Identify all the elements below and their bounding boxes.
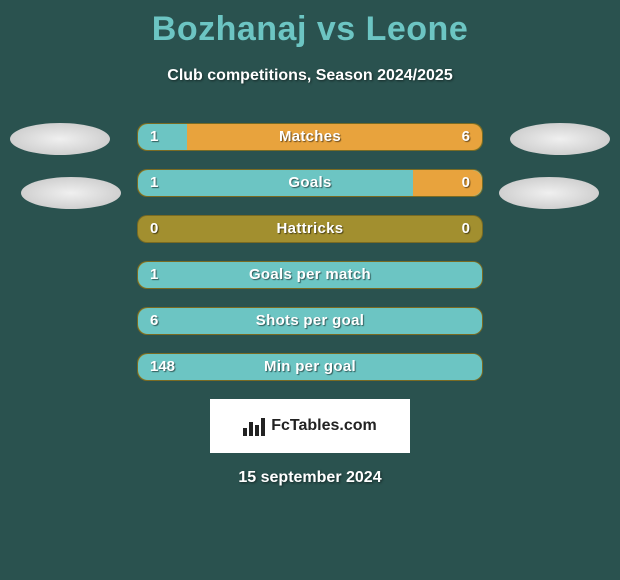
stat-row: Shots per goal6 — [137, 307, 483, 335]
source-badge: FcTables.com — [210, 399, 410, 453]
stat-label: Hattricks — [138, 220, 482, 237]
page-subtitle: Club competitions, Season 2024/2025 — [0, 67, 620, 85]
stat-value-left: 6 — [150, 312, 158, 329]
stat-value-right: 0 — [462, 220, 470, 237]
page-title: Bozhanaj vs Leone — [0, 0, 620, 49]
player-left-badge-top — [10, 123, 110, 155]
stat-value-left: 1 — [150, 266, 158, 283]
source-badge-text: FcTables.com — [271, 417, 377, 435]
stat-row: Min per goal148 — [137, 353, 483, 381]
stat-label: Goals — [138, 174, 482, 191]
stat-row: Matches1 6 — [137, 123, 483, 151]
stat-value-left: 1 — [150, 128, 158, 145]
stat-label: Shots per goal — [138, 312, 482, 329]
bar-chart-icon — [243, 416, 265, 436]
stat-row: Goals per match1 — [137, 261, 483, 289]
stat-label: Min per goal — [138, 358, 482, 375]
comparison-area: Matches16Goals10Hattricks00Goals per mat… — [0, 123, 620, 487]
stat-value-left: 0 — [150, 220, 158, 237]
player-left-badge-bottom — [21, 177, 121, 209]
stat-row: Goals1 0 — [137, 169, 483, 197]
stat-value-left: 1 — [150, 174, 158, 191]
stat-value-left: 148 — [150, 358, 175, 375]
stat-label: Matches — [138, 128, 482, 145]
player-right-badge-bottom — [499, 177, 599, 209]
player-right-badge-top — [510, 123, 610, 155]
stat-row: Hattricks0 0 — [137, 215, 483, 243]
stat-bars-container: Matches16Goals10Hattricks00Goals per mat… — [137, 123, 483, 381]
stat-value-right: 0 — [462, 174, 470, 191]
snapshot-date: 15 september 2024 — [0, 469, 620, 487]
stat-value-right: 6 — [462, 128, 470, 145]
stat-label: Goals per match — [138, 266, 482, 283]
